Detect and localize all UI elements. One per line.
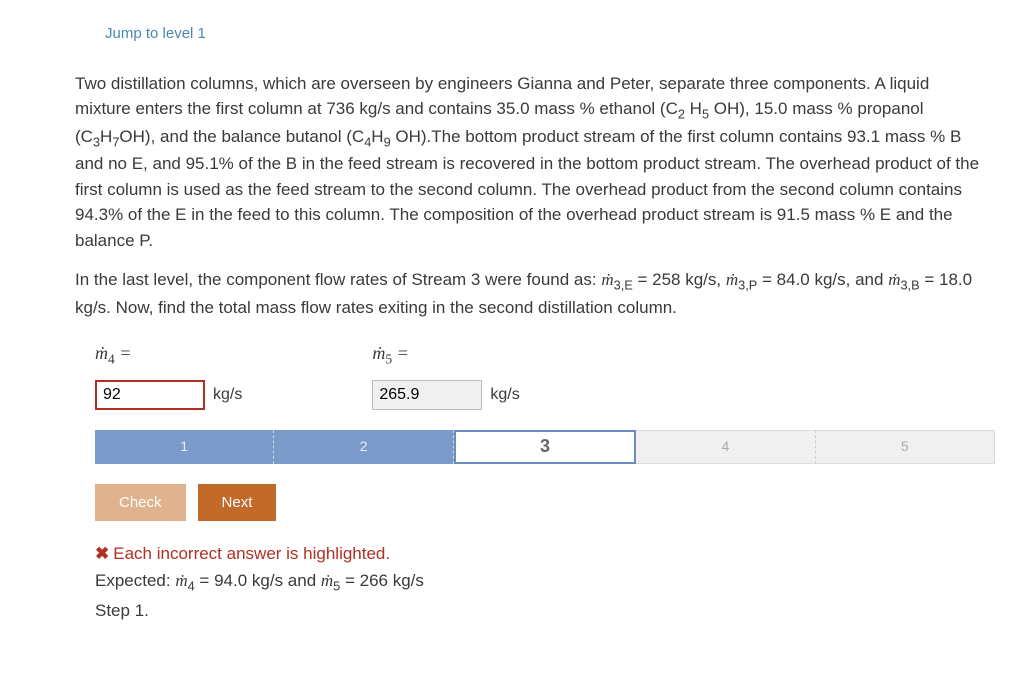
m5-unit: kg/s (490, 383, 519, 407)
m4-input[interactable] (95, 380, 205, 410)
feedback-expected: Expected: ṁ4 = 94.0 kg/s and ṁ5 = 266 kg… (95, 568, 984, 596)
answers-row: ṁ4 = kg/s ṁ5 = kg/s (95, 340, 984, 410)
step-3[interactable]: 3 (454, 430, 636, 464)
answer-m4: ṁ4 = kg/s (95, 340, 242, 410)
m4-unit: kg/s (213, 383, 242, 407)
m4-label: ṁ4 = (95, 340, 242, 370)
step-2[interactable]: 2 (274, 430, 453, 464)
step-4[interactable]: 4 (636, 430, 815, 464)
next-button[interactable]: Next (198, 484, 277, 521)
x-icon: ✖ (95, 544, 109, 563)
step-5[interactable]: 5 (816, 430, 995, 464)
step-1[interactable]: 1 (95, 430, 274, 464)
step-progress: 1 2 3 4 5 (95, 430, 995, 464)
button-row: Check Next (95, 484, 984, 521)
feedback-incorrect: ✖Each incorrect answer is highlighted. (95, 541, 984, 567)
problem-paragraph-2: In the last level, the component flow ra… (75, 267, 984, 320)
jump-to-level-link[interactable]: Jump to level 1 (105, 23, 206, 46)
feedback-block: ✖Each incorrect answer is highlighted. E… (95, 541, 984, 624)
m5-input[interactable] (372, 380, 482, 410)
problem-statement: Two distillation columns, which are over… (75, 71, 984, 321)
problem-paragraph-1: Two distillation columns, which are over… (75, 71, 984, 254)
m5-label: ṁ5 = (372, 340, 519, 370)
answer-m5: ṁ5 = kg/s (372, 340, 519, 410)
check-button[interactable]: Check (95, 484, 186, 521)
feedback-step: Step 1. (95, 598, 984, 624)
